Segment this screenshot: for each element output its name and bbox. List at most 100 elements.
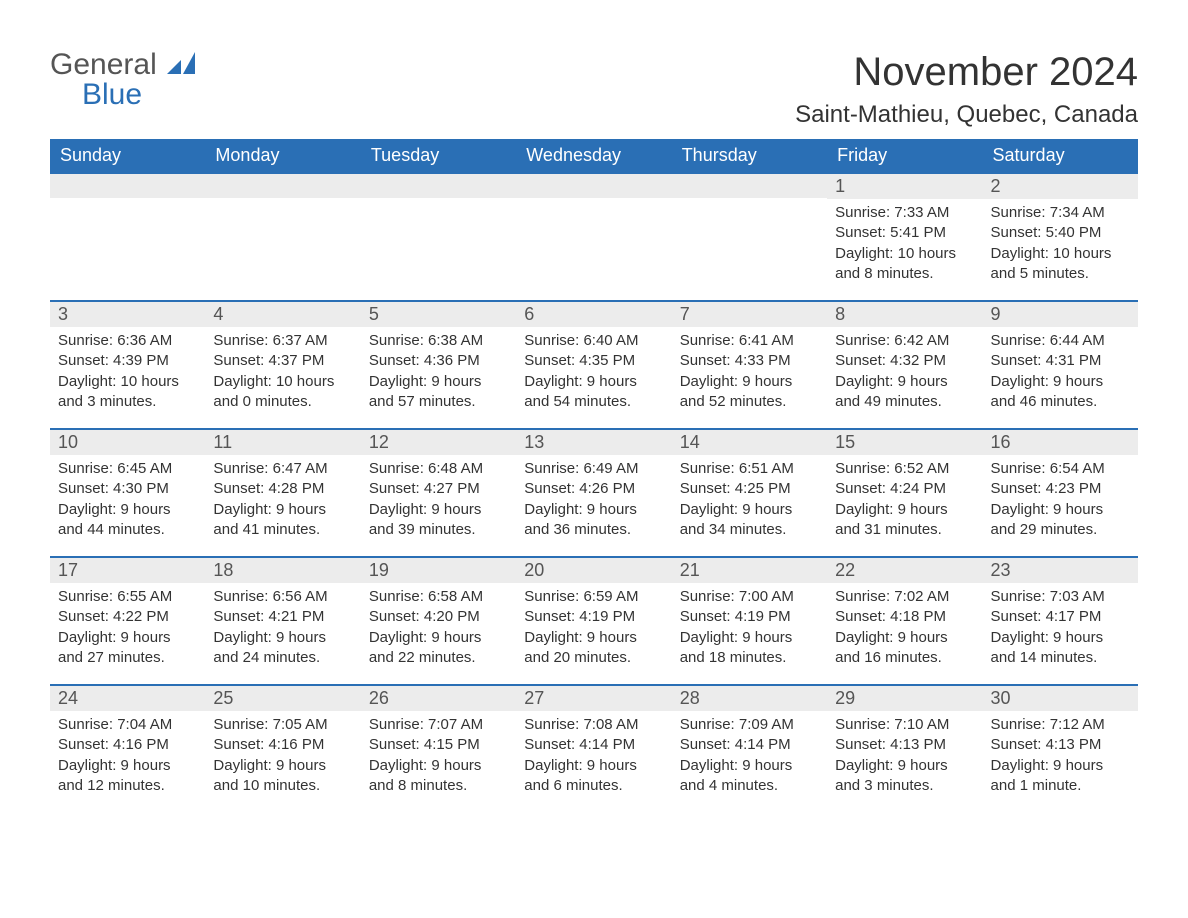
calendar-day-cell: 8Sunrise: 6:42 AMSunset: 4:32 PMDaylight… [827,301,982,429]
day-number: 28 [672,686,827,711]
calendar-day-cell: 19Sunrise: 6:58 AMSunset: 4:20 PMDayligh… [361,557,516,685]
sunrise-text: Sunrise: 7:09 AM [680,715,819,735]
calendar-day-cell: 22Sunrise: 7:02 AMSunset: 4:18 PMDayligh… [827,557,982,685]
daylight-text: Daylight: 10 hours and 8 minutes. [835,244,974,285]
day-details: Sunrise: 7:33 AMSunset: 5:41 PMDaylight:… [827,199,982,288]
calendar-day-cell: 6Sunrise: 6:40 AMSunset: 4:35 PMDaylight… [516,301,671,429]
sunrise-text: Sunrise: 7:10 AM [835,715,974,735]
day-details: Sunrise: 6:48 AMSunset: 4:27 PMDaylight:… [361,455,516,544]
daylight-text: Daylight: 9 hours and 24 minutes. [213,628,352,669]
sunset-text: Sunset: 5:40 PM [991,223,1130,243]
daylight-text: Daylight: 9 hours and 14 minutes. [991,628,1130,669]
daylight-text: Daylight: 9 hours and 57 minutes. [369,372,508,413]
day-details: Sunrise: 6:56 AMSunset: 4:21 PMDaylight:… [205,583,360,672]
sunrise-text: Sunrise: 6:40 AM [524,331,663,351]
calendar-day-cell: 14Sunrise: 6:51 AMSunset: 4:25 PMDayligh… [672,429,827,557]
sunset-text: Sunset: 4:14 PM [524,735,663,755]
title-block: November 2024 Saint-Mathieu, Quebec, Can… [795,50,1138,129]
calendar-day-cell: 16Sunrise: 6:54 AMSunset: 4:23 PMDayligh… [983,429,1138,557]
day-details: Sunrise: 6:44 AMSunset: 4:31 PMDaylight:… [983,327,1138,416]
sunset-text: Sunset: 4:19 PM [680,607,819,627]
page-header: General Blue November 2024 Saint-Mathieu… [50,50,1138,129]
calendar-week-row: 10Sunrise: 6:45 AMSunset: 4:30 PMDayligh… [50,429,1138,557]
sunset-text: Sunset: 4:22 PM [58,607,197,627]
calendar-day-cell: 24Sunrise: 7:04 AMSunset: 4:16 PMDayligh… [50,685,205,813]
daylight-text: Daylight: 9 hours and 3 minutes. [835,756,974,797]
sunset-text: Sunset: 4:13 PM [991,735,1130,755]
day-details: Sunrise: 7:09 AMSunset: 4:14 PMDaylight:… [672,711,827,800]
daylight-text: Daylight: 9 hours and 6 minutes. [524,756,663,797]
calendar-day-cell: 18Sunrise: 6:56 AMSunset: 4:21 PMDayligh… [205,557,360,685]
calendar-table: SundayMondayTuesdayWednesdayThursdayFrid… [50,139,1138,813]
sunset-text: Sunset: 4:28 PM [213,479,352,499]
sunset-text: Sunset: 4:24 PM [835,479,974,499]
day-details: Sunrise: 6:38 AMSunset: 4:36 PMDaylight:… [361,327,516,416]
sunrise-text: Sunrise: 6:36 AM [58,331,197,351]
daylight-text: Daylight: 10 hours and 5 minutes. [991,244,1130,285]
day-number: 5 [361,302,516,327]
calendar-day-cell: 13Sunrise: 6:49 AMSunset: 4:26 PMDayligh… [516,429,671,557]
day-number: 14 [672,430,827,455]
calendar-day-cell: 11Sunrise: 6:47 AMSunset: 4:28 PMDayligh… [205,429,360,557]
day-number: 8 [827,302,982,327]
day-details: Sunrise: 6:40 AMSunset: 4:35 PMDaylight:… [516,327,671,416]
day-details: Sunrise: 6:37 AMSunset: 4:37 PMDaylight:… [205,327,360,416]
sunrise-text: Sunrise: 7:00 AM [680,587,819,607]
sunset-text: Sunset: 4:21 PM [213,607,352,627]
sunrise-text: Sunrise: 6:59 AM [524,587,663,607]
daylight-text: Daylight: 9 hours and 10 minutes. [213,756,352,797]
sunset-text: Sunset: 4:35 PM [524,351,663,371]
daylight-text: Daylight: 9 hours and 20 minutes. [524,628,663,669]
sunset-text: Sunset: 4:26 PM [524,479,663,499]
daylight-text: Daylight: 9 hours and 54 minutes. [524,372,663,413]
sunrise-text: Sunrise: 7:34 AM [991,203,1130,223]
daylight-text: Daylight: 10 hours and 3 minutes. [58,372,197,413]
sunset-text: Sunset: 4:13 PM [835,735,974,755]
day-number: 3 [50,302,205,327]
calendar-day-cell: 30Sunrise: 7:12 AMSunset: 4:13 PMDayligh… [983,685,1138,813]
calendar-day-cell: 15Sunrise: 6:52 AMSunset: 4:24 PMDayligh… [827,429,982,557]
day-number: 25 [205,686,360,711]
sunset-text: Sunset: 4:18 PM [835,607,974,627]
sunset-text: Sunset: 4:15 PM [369,735,508,755]
daylight-text: Daylight: 9 hours and 41 minutes. [213,500,352,541]
sunset-text: Sunset: 4:19 PM [524,607,663,627]
sunset-text: Sunset: 4:16 PM [213,735,352,755]
sunrise-text: Sunrise: 6:47 AM [213,459,352,479]
sunrise-text: Sunrise: 7:12 AM [991,715,1130,735]
weekday-header: Friday [827,139,982,173]
day-number: 12 [361,430,516,455]
logo-sail-icon [167,50,195,80]
daylight-text: Daylight: 9 hours and 36 minutes. [524,500,663,541]
calendar-week-row: 3Sunrise: 6:36 AMSunset: 4:39 PMDaylight… [50,301,1138,429]
sunrise-text: Sunrise: 7:03 AM [991,587,1130,607]
sunset-text: Sunset: 4:39 PM [58,351,197,371]
calendar-empty-cell [361,173,516,301]
calendar-day-cell: 28Sunrise: 7:09 AMSunset: 4:14 PMDayligh… [672,685,827,813]
calendar-day-cell: 20Sunrise: 6:59 AMSunset: 4:19 PMDayligh… [516,557,671,685]
daylight-text: Daylight: 9 hours and 18 minutes. [680,628,819,669]
daylight-text: Daylight: 9 hours and 44 minutes. [58,500,197,541]
daylight-text: Daylight: 9 hours and 31 minutes. [835,500,974,541]
calendar-day-cell: 23Sunrise: 7:03 AMSunset: 4:17 PMDayligh… [983,557,1138,685]
day-details: Sunrise: 7:03 AMSunset: 4:17 PMDaylight:… [983,583,1138,672]
day-details: Sunrise: 6:42 AMSunset: 4:32 PMDaylight:… [827,327,982,416]
daylight-text: Daylight: 9 hours and 16 minutes. [835,628,974,669]
calendar-day-cell: 3 Sunrise: 6:36 AMSunset: 4:39 PMDaylight… [50,301,205,429]
daylight-text: Daylight: 9 hours and 12 minutes. [58,756,197,797]
sunrise-text: Sunrise: 7:04 AM [58,715,197,735]
sunrise-text: Sunrise: 7:05 AM [213,715,352,735]
sunset-text: Sunset: 4:32 PM [835,351,974,371]
sunset-text: Sunset: 4:17 PM [991,607,1130,627]
day-details: Sunrise: 6:51 AMSunset: 4:25 PMDaylight:… [672,455,827,544]
calendar-day-cell: 21Sunrise: 7:00 AMSunset: 4:19 PMDayligh… [672,557,827,685]
sunrise-text: Sunrise: 6:44 AM [991,331,1130,351]
day-details: Sunrise: 7:02 AMSunset: 4:18 PMDaylight:… [827,583,982,672]
weekday-header: Saturday [983,139,1138,173]
calendar-day-cell: 4Sunrise: 6:37 AMSunset: 4:37 PMDaylight… [205,301,360,429]
location-subtitle: Saint-Mathieu, Quebec, Canada [795,101,1138,129]
daylight-text: Daylight: 9 hours and 8 minutes. [369,756,508,797]
calendar-day-cell: 10Sunrise: 6:45 AMSunset: 4:30 PMDayligh… [50,429,205,557]
daylight-text: Daylight: 9 hours and 27 minutes. [58,628,197,669]
daylight-text: Daylight: 9 hours and 52 minutes. [680,372,819,413]
